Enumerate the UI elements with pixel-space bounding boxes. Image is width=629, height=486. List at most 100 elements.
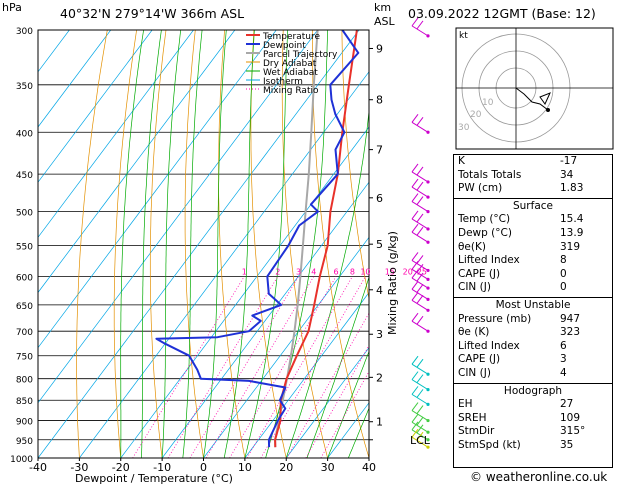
stmdir-value: 315°: [560, 425, 586, 438]
isotherm--20: [120, 126, 369, 458]
mixing-label-3: 3: [296, 267, 301, 276]
mu-cape-value: 3: [560, 353, 567, 366]
pressure-tick-900: 900: [16, 418, 33, 428]
km-tick-2: 2: [376, 371, 383, 384]
km-label: km: [374, 1, 391, 14]
pressure-tick-450: 450: [16, 171, 33, 181]
mu-li-value: 6: [560, 339, 567, 352]
wet-adiabat--5: [182, 30, 203, 458]
wind-barb-930: [411, 413, 430, 434]
eh-value: 27: [560, 398, 574, 411]
plot-frame: [37, 29, 370, 459]
k-label: K: [458, 155, 465, 167]
wind-barb-825: [411, 371, 430, 392]
isotherm--50: [38, 30, 318, 404]
wind-barb-500: [411, 193, 430, 214]
tt-value: 34: [560, 168, 574, 181]
pressure-tick-850: 850: [16, 397, 33, 407]
pressure-tick-750: 750: [16, 353, 33, 363]
wet-adiabat-10: [244, 30, 289, 458]
x-tick-30: 30: [321, 461, 335, 474]
hpa-label: hPa: [2, 1, 22, 14]
sreh-value: 109: [560, 411, 581, 424]
isotherm--100: [38, 30, 112, 128]
wind-barb-400: [411, 113, 430, 134]
wind-barb-480: [411, 178, 430, 199]
surface-theta-label: θe(K): [458, 240, 486, 253]
mixing-label-20: 20: [403, 267, 413, 276]
x-tick--40: -40: [29, 461, 47, 474]
wind-barb-620: [411, 269, 430, 290]
surface-cape-label: CAPE (J): [458, 267, 501, 280]
isotherm--40: [38, 30, 360, 458]
wet-adiabat--10: [161, 30, 182, 458]
dry-adiabat-10: [218, 30, 246, 458]
km-tick-3: 3: [376, 328, 383, 341]
wet-adiabat-30: [327, 350, 369, 458]
surface-temp-label: Temp (°C): [458, 213, 511, 226]
mixing-line-1: [132, 276, 245, 458]
hodograph-title: Hodograph: [503, 384, 563, 397]
eh-label: EH: [458, 398, 473, 411]
lcl-label: LCL: [410, 434, 431, 447]
pressure-tick-600: 600: [16, 273, 33, 283]
dry-adiabat--30: [76, 30, 108, 458]
wind-barb-970: [411, 428, 430, 449]
asl-label: ASL: [374, 15, 396, 28]
wet-adiabat--15: [141, 30, 162, 458]
mixing-label-10: 10: [360, 267, 370, 276]
km-tick-1: 1: [376, 416, 383, 429]
wind-barb-640: [411, 281, 430, 301]
legend: Temperature Dewpoint Parcel Trajectory D…: [246, 32, 338, 96]
wind-barb-660: [411, 291, 430, 312]
legend-wet-adiabat: Wet Adiabat: [263, 68, 318, 78]
pressure-tick-400: 400: [16, 129, 33, 139]
k-value: -17: [560, 155, 578, 167]
mu-pres-label: Pressure (mb): [458, 312, 532, 325]
surface-dewp-label: Dewp (°C): [458, 226, 512, 239]
pw-label: PW (cm): [458, 182, 503, 195]
x-tick-10: 10: [238, 461, 252, 474]
mixing-label-2: 2: [275, 267, 280, 276]
wind-barb-700: [411, 312, 430, 333]
surface-title: Surface: [512, 199, 553, 212]
surface-li-label: Lifted Index: [458, 254, 520, 267]
dry-adiabat-50: [341, 30, 369, 301]
x-axis-title: Dewpoint / Temperature (°C): [75, 472, 233, 485]
datetime-label: 03.09.2022 12GMT (Base: 12): [408, 6, 596, 21]
km-tick-7: 7: [376, 144, 383, 157]
mixing-label-4: 4: [311, 267, 316, 276]
pressure-tick-500: 500: [16, 209, 33, 219]
wet-adiabat-35: [347, 407, 369, 458]
hodo-ring-20: 20: [470, 110, 482, 120]
x-tick-40: 40: [362, 461, 376, 474]
isotherm-0: [203, 236, 369, 458]
surface-theta-value: 319: [560, 240, 581, 253]
wind-barb-790: [411, 355, 430, 376]
pressure-tick-300: 300: [16, 27, 33, 37]
x-tick--10: -10: [153, 461, 171, 474]
dry-adiabat-0: [184, 30, 204, 458]
mixing-label-6: 6: [334, 267, 339, 276]
wet-adiabat-20: [285, 107, 369, 458]
wind-barb-950: [411, 421, 430, 442]
surface-temp-value: 15.4: [560, 213, 584, 226]
mu-cape-label: CAPE (J): [458, 353, 501, 366]
isotherm--80: [38, 30, 194, 238]
wet-adiabat--20: [120, 30, 144, 458]
isotherm--70: [38, 30, 236, 294]
surface-cin-value: 0: [560, 281, 567, 294]
surface-dewp-value: 13.9: [560, 226, 584, 239]
mixing-line-8: [246, 276, 353, 458]
mixing-label-8: 8: [350, 267, 355, 276]
mixing-line-10: [260, 276, 366, 458]
dry-adiabat-20: [250, 30, 287, 458]
pressure-tick-550: 550: [16, 242, 33, 252]
stmspd-label: StmSpd (kt): [458, 438, 521, 451]
isotherm-10: [244, 291, 369, 458]
wet-adiabat-0: [203, 30, 227, 458]
wind-barb-460: [411, 163, 430, 184]
km-tick-9: 9: [376, 42, 383, 55]
km-tick-6: 6: [376, 192, 383, 205]
